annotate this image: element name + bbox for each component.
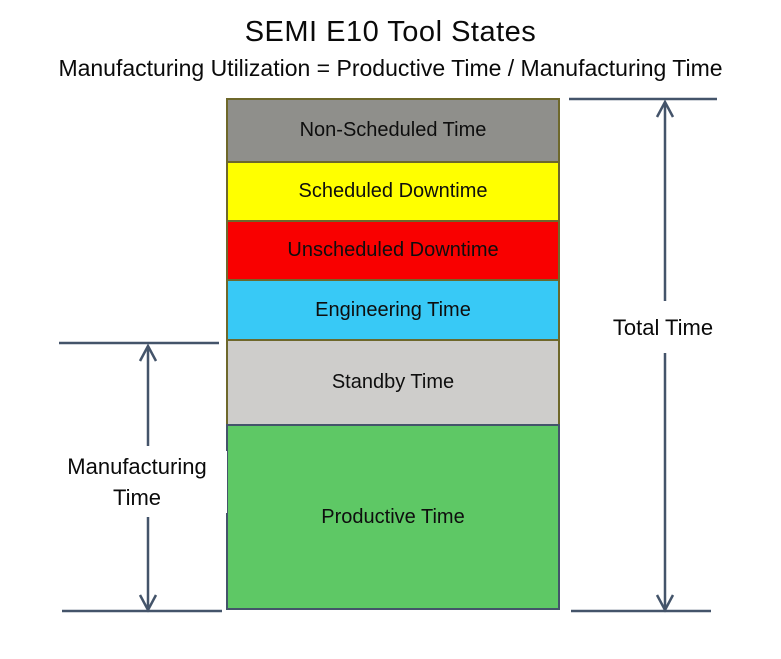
bar-segment-label: Unscheduled Downtime — [287, 239, 499, 261]
bar-segment-label: Scheduled Downtime — [298, 180, 488, 202]
diagram-subtitle: Manufacturing Utilization = Productive T… — [58, 55, 723, 81]
diagram-title: SEMI E10 Tool States — [244, 16, 537, 48]
bar-segment: Non-Scheduled Time — [226, 98, 560, 163]
bar-segment: Engineering Time — [226, 279, 560, 341]
total-time-label: Total Time — [583, 312, 743, 343]
bar-segment-label: Non-Scheduled Time — [299, 119, 487, 141]
bar-segment-label: Productive Time — [321, 505, 465, 528]
total-time-arrowhead-down — [655, 594, 675, 613]
bar-segment: Standby Time — [226, 339, 560, 426]
manufacturing-time-arrowhead-up — [138, 343, 158, 362]
tool-states-bar: Non-Scheduled Time Scheduled Downtime Un… — [226, 98, 560, 610]
bar-segment: Productive Time — [226, 424, 560, 610]
bar-segment: Unscheduled Downtime — [226, 220, 560, 281]
bar-segment: Scheduled Downtime — [226, 161, 560, 222]
bar-segment-label: Engineering Time — [315, 298, 471, 321]
manufacturing-time-arrowhead-down — [138, 594, 158, 613]
total-time-arrowhead-up — [655, 99, 675, 118]
total-time-arrow — [569, 97, 717, 613]
manufacturing-time-label: Manufacturing Time — [47, 451, 227, 513]
bar-segment-label: Standby Time — [331, 371, 455, 393]
